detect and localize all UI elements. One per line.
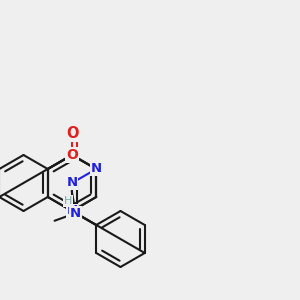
Text: N: N [91,163,102,176]
Text: H: H [64,196,72,206]
Text: O: O [66,148,78,162]
Text: O: O [66,126,78,141]
Text: N: N [70,207,81,220]
Text: N: N [66,205,78,218]
Text: N: N [66,176,78,190]
